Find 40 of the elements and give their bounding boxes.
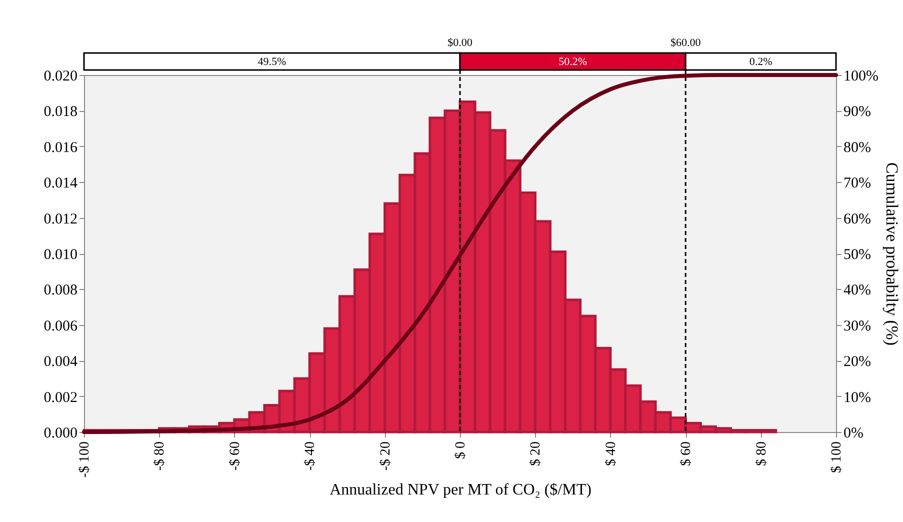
- y-tick-label: 0.010: [44, 247, 78, 263]
- x-tick-label: $ 100: [830, 442, 844, 473]
- y-tick-label: 0.006: [44, 318, 78, 334]
- x-tick-label: $ 60: [679, 442, 694, 466]
- y2-tick-label: 50%: [844, 247, 871, 263]
- y2-tick-label: 0%: [844, 426, 864, 442]
- y2-tick-label: 90%: [844, 104, 871, 120]
- ref-line-label: $0.00: [448, 37, 473, 49]
- y2-tick-label: 80%: [844, 140, 871, 156]
- y2-tick-label: 20%: [844, 354, 871, 370]
- y-tick-label: 0.014: [44, 176, 78, 192]
- x-tick-label: -$ 20: [378, 442, 394, 471]
- y2-tick-label: 10%: [844, 390, 871, 406]
- x-tick-label: $ 80: [754, 442, 770, 466]
- y2-tick-label: 40%: [844, 282, 871, 299]
- y-tick-label: 0.002: [44, 390, 78, 406]
- text: 0.2%: [749, 56, 772, 68]
- y-tick-label: 0.008: [44, 282, 78, 299]
- y-tick-label: 0.016: [44, 140, 78, 156]
- x-tick-label: $ 20: [528, 442, 544, 466]
- y-tick-label: 0.020: [44, 68, 78, 84]
- x-tick-label: $ 40: [604, 442, 619, 466]
- x-tick-label: -$ 100: [78, 442, 92, 478]
- x-tick-label: -$ 80: [152, 442, 168, 471]
- x-tick-label: -$ 60: [228, 442, 243, 471]
- text: 49.5%: [258, 56, 286, 68]
- y2-tick-label: 70%: [844, 176, 871, 192]
- y2-tick-label: 30%: [844, 318, 871, 334]
- y-tick-label: 0.000: [44, 426, 78, 442]
- ref-line-label: $60.00: [670, 37, 702, 49]
- y2-tick-label: 100%: [844, 68, 878, 84]
- text: 50.2%: [558, 56, 588, 68]
- x-axis-title: Annualized NPV per MT of CO₂ ($/MT): [330, 482, 592, 499]
- x-tick-label: -$ 40: [303, 442, 318, 471]
- x-tick-label: $ 0: [454, 442, 468, 459]
- y2-tick-label: 60%: [844, 211, 871, 228]
- y-tick-label: 0.012: [44, 211, 78, 228]
- y2-axis-title: Cumulative probabilty (%): [882, 162, 902, 346]
- y-tick-label: 0.018: [44, 104, 78, 120]
- y-tick-label: 0.004: [44, 354, 78, 370]
